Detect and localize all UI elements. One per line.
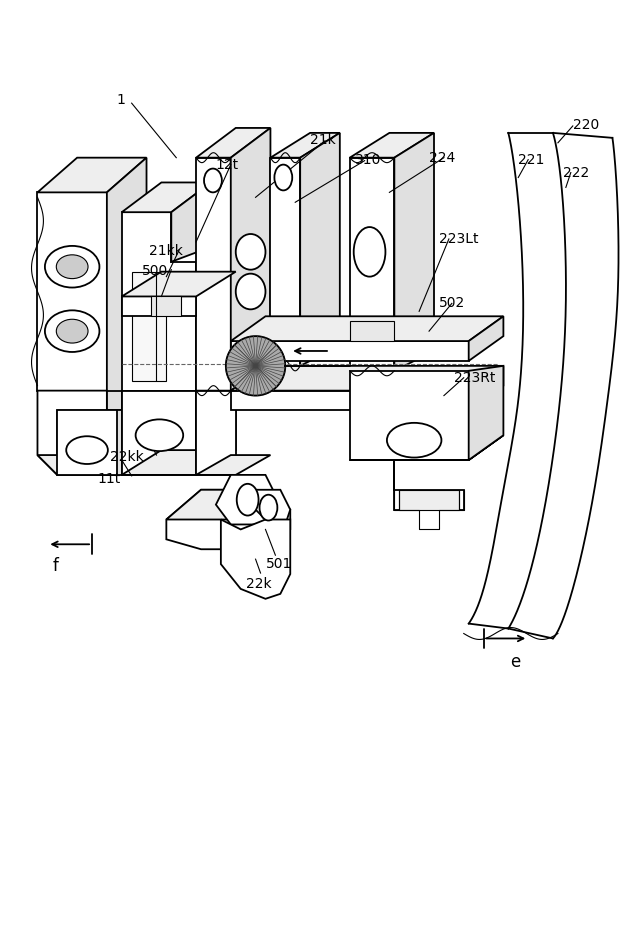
Text: 310: 310 (355, 153, 381, 167)
Text: e: e (510, 654, 520, 671)
Polygon shape (221, 519, 291, 599)
Polygon shape (132, 271, 166, 381)
Ellipse shape (236, 234, 266, 269)
Ellipse shape (260, 494, 277, 520)
Ellipse shape (45, 246, 99, 288)
Polygon shape (38, 455, 116, 475)
Text: 223Rt: 223Rt (454, 370, 495, 385)
Text: 11t: 11t (97, 472, 120, 486)
Text: 501: 501 (266, 557, 292, 571)
Polygon shape (468, 366, 504, 460)
Ellipse shape (56, 255, 88, 279)
Polygon shape (231, 317, 504, 341)
Polygon shape (172, 182, 211, 262)
Polygon shape (122, 391, 196, 475)
Ellipse shape (237, 483, 259, 516)
Ellipse shape (204, 169, 222, 193)
Polygon shape (196, 157, 231, 391)
Polygon shape (58, 410, 116, 475)
Polygon shape (394, 133, 434, 370)
Text: 502: 502 (439, 296, 465, 310)
Text: 222: 222 (563, 166, 589, 180)
Polygon shape (196, 391, 236, 475)
Polygon shape (394, 460, 464, 509)
Polygon shape (196, 391, 236, 475)
Polygon shape (152, 296, 181, 317)
Polygon shape (216, 475, 280, 524)
Polygon shape (349, 321, 394, 341)
Text: 21k: 21k (310, 133, 336, 147)
Text: 22kk: 22kk (110, 450, 143, 464)
Polygon shape (231, 341, 468, 361)
Polygon shape (251, 490, 291, 524)
Ellipse shape (66, 436, 108, 464)
Ellipse shape (354, 227, 385, 277)
Text: 1: 1 (116, 94, 125, 107)
Text: 500: 500 (141, 264, 168, 278)
Polygon shape (380, 391, 419, 410)
Polygon shape (300, 133, 340, 366)
Polygon shape (231, 128, 271, 391)
Text: 221: 221 (518, 153, 545, 167)
Polygon shape (166, 490, 266, 519)
Text: 21kk: 21kk (150, 244, 184, 258)
Polygon shape (196, 455, 271, 475)
Polygon shape (271, 157, 300, 366)
Polygon shape (107, 391, 122, 410)
Polygon shape (122, 450, 236, 475)
Polygon shape (226, 336, 285, 395)
Polygon shape (468, 317, 504, 361)
Polygon shape (107, 157, 147, 406)
Polygon shape (468, 366, 504, 410)
Ellipse shape (136, 419, 183, 451)
Polygon shape (349, 133, 434, 157)
Polygon shape (231, 366, 504, 391)
Polygon shape (271, 133, 340, 157)
Polygon shape (122, 296, 196, 317)
Text: f: f (52, 557, 58, 575)
Text: 223Lt: 223Lt (439, 232, 479, 246)
Polygon shape (399, 490, 459, 509)
Polygon shape (107, 410, 122, 475)
Polygon shape (349, 435, 504, 460)
Text: 22k: 22k (246, 577, 271, 591)
Polygon shape (38, 391, 107, 475)
Polygon shape (38, 193, 122, 391)
Polygon shape (38, 157, 147, 193)
Text: 12t: 12t (216, 157, 239, 171)
Ellipse shape (236, 274, 266, 309)
Polygon shape (122, 271, 236, 296)
Polygon shape (166, 490, 291, 549)
Ellipse shape (45, 310, 99, 352)
Polygon shape (349, 370, 468, 460)
Polygon shape (122, 182, 211, 212)
Ellipse shape (387, 423, 442, 457)
Polygon shape (122, 212, 196, 391)
Polygon shape (419, 391, 454, 410)
Text: 220: 220 (573, 118, 599, 132)
Ellipse shape (275, 165, 292, 191)
Text: 224: 224 (429, 151, 455, 165)
Ellipse shape (56, 319, 88, 343)
Polygon shape (349, 157, 394, 370)
Polygon shape (196, 128, 271, 157)
Polygon shape (231, 391, 468, 410)
